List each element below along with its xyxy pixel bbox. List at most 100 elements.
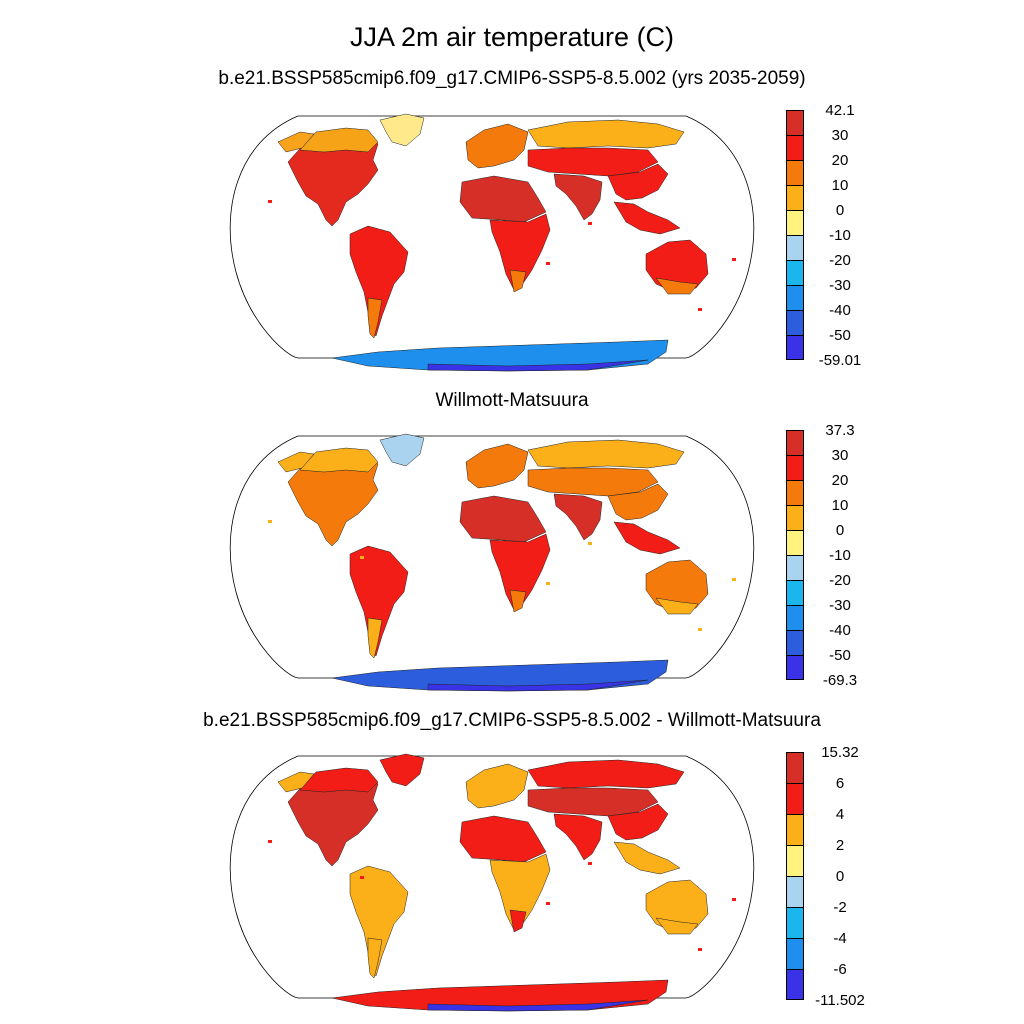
region-africa-south [489, 213, 551, 291]
colorbar-swatch [786, 630, 804, 655]
colorbar-swatch [786, 530, 804, 555]
colorbar-swatch [786, 783, 804, 814]
region-south-asia [553, 173, 603, 221]
region-patagonia [367, 617, 383, 659]
colorbar-label: -10 [829, 547, 851, 564]
region-antarctica-edge [427, 999, 649, 1012]
island-mark [732, 898, 736, 901]
colorbar-swatch [786, 938, 804, 969]
colorbar-label: 15.32 [821, 744, 859, 761]
island-mark [698, 628, 702, 631]
colorbar-label: 10 [831, 497, 849, 514]
colorbar-label: -20 [829, 252, 851, 269]
island-mark [360, 876, 364, 879]
region-africa-tip [509, 909, 527, 933]
colorbar-label: 10 [831, 177, 849, 194]
colorbar-label: -50 [829, 327, 851, 344]
panel-1-title: b.e21.BSSP585cmip6.f09_g17.CMIP6-SSP5-8.… [218, 68, 806, 89]
colorbar-swatch [786, 907, 804, 938]
region-africa-tip [509, 589, 527, 613]
colorbar-label: -30 [829, 277, 851, 294]
panel-3-map [229, 753, 755, 1012]
panel-2-colorbar [786, 430, 804, 680]
colorbar-swatch [786, 285, 804, 310]
colorbar-label: -20 [829, 572, 851, 589]
colorbar-swatch [786, 210, 804, 235]
island-mark [360, 556, 364, 559]
colorbar-label: -11.502 [815, 992, 865, 1009]
region-europe [465, 443, 529, 489]
region-greenland [379, 753, 425, 787]
region-south-asia [553, 813, 603, 861]
colorbar-label: -2 [833, 899, 847, 916]
region-siberia [527, 439, 685, 469]
main-title: JJA 2m air temperature (C) [349, 22, 675, 52]
colorbar-swatch [786, 580, 804, 605]
colorbar-label: -50 [829, 647, 851, 664]
region-se-asia [613, 201, 681, 235]
colorbar-label: 30 [831, 447, 849, 464]
colorbar-swatch [786, 260, 804, 285]
region-australia-south [655, 277, 699, 295]
region-greenland [379, 433, 425, 467]
panel-1-map [229, 113, 755, 372]
region-antarctica-edge [427, 679, 649, 692]
island-mark [546, 582, 550, 585]
region-east-asia [607, 803, 669, 841]
colorbar-label: 30 [831, 127, 849, 144]
colorbar-label: -40 [829, 302, 851, 319]
island-mark [546, 902, 550, 905]
region-patagonia [367, 937, 383, 979]
island-mark [732, 258, 736, 261]
colorbar-label: -69.3 [822, 672, 858, 689]
colorbar-label: -6 [833, 961, 847, 978]
island-mark [588, 862, 592, 865]
region-patagonia [367, 297, 383, 339]
colorbar-swatch [786, 430, 804, 455]
island-mark [360, 236, 364, 239]
colorbar-swatch [786, 969, 804, 1000]
colorbar-swatch [786, 160, 804, 185]
colorbar-swatch [786, 110, 804, 135]
region-canada [299, 767, 379, 793]
colorbar-label: 4 [835, 806, 845, 823]
colorbar-label: 6 [835, 775, 845, 792]
region-central-asia [527, 147, 659, 177]
region-antarctica-edge [427, 359, 649, 372]
panel-2-map [229, 433, 755, 692]
island-mark [698, 308, 702, 311]
colorbar-label: -59.01 [818, 352, 862, 369]
colorbar-label: -30 [829, 597, 851, 614]
region-australia-south [655, 597, 699, 615]
region-africa-north [459, 815, 547, 863]
colorbar-swatch [786, 655, 804, 680]
colorbar-swatch [786, 310, 804, 335]
region-siberia [527, 759, 685, 789]
region-europe [465, 123, 529, 169]
colorbar-swatch [786, 605, 804, 630]
region-east-asia [607, 163, 669, 201]
colorbar-swatch [786, 135, 804, 160]
colorbar-label: -40 [829, 622, 851, 639]
region-alaska [277, 451, 315, 473]
island-mark [268, 200, 272, 203]
region-alaska [277, 771, 315, 793]
region-europe [465, 763, 529, 809]
region-canada [299, 447, 379, 473]
island-mark [588, 542, 592, 545]
region-africa-north [459, 175, 547, 223]
region-canada [299, 127, 379, 153]
region-africa-south [489, 533, 551, 611]
panel-2-title: Willmott-Matsuura [435, 390, 589, 411]
colorbar-swatch [786, 505, 804, 530]
colorbar-label: 0 [835, 202, 845, 219]
panel-3-title: b.e21.BSSP585cmip6.f09_g17.CMIP6-SSP5-8.… [203, 710, 821, 731]
region-south-america [349, 865, 409, 977]
colorbar-label: 2 [835, 837, 845, 854]
island-mark [268, 840, 272, 843]
colorbar-swatch [786, 876, 804, 907]
colorbar-swatch [786, 185, 804, 210]
region-se-asia [613, 841, 681, 875]
colorbar-label: -10 [829, 227, 851, 244]
colorbar-label: 0 [835, 522, 845, 539]
